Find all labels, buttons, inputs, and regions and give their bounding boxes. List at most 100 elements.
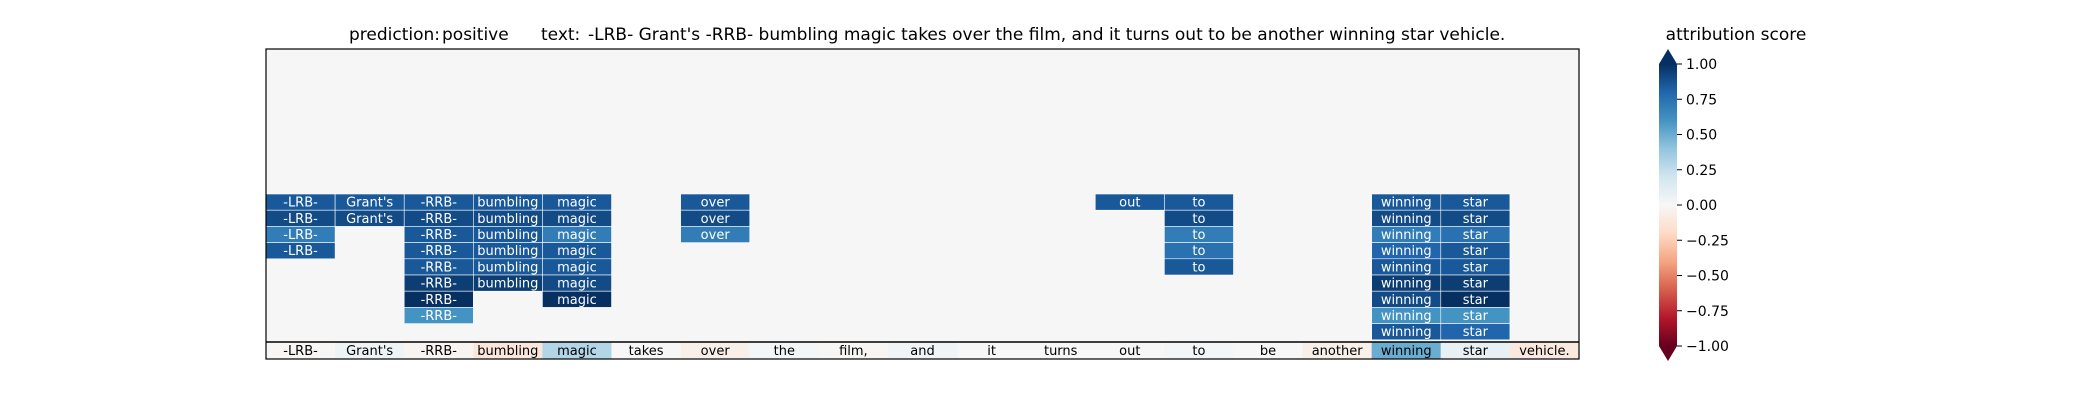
token-label: be [1260, 344, 1276, 359]
heatmap-cell-label: winning [1381, 293, 1432, 308]
heatmap-cell-label: Grant's [346, 196, 393, 211]
colorbar: attribution score 1.00 0.75 0.50 0.25 0.00 −0… [1659, 25, 1806, 361]
heatmap-cell-label: magic [557, 277, 597, 292]
heatmap-cell-label: winning [1381, 309, 1432, 324]
heatmap-cell-label: winning [1381, 212, 1432, 227]
heatmap-cell-label: magic [557, 196, 597, 211]
token-score-cell [680, 342, 750, 359]
heatmap-cell-label: bumbling [477, 212, 538, 227]
token-label: vehicle. [1519, 344, 1569, 359]
heatmap-frame [265, 48, 1580, 360]
heatmap-cell-label: -LRB- [283, 196, 318, 211]
heatmap-cell-label: -LRB- [283, 244, 318, 259]
heatmap-cell-label: -RRB- [421, 260, 458, 275]
heatmap-cell-label: star [1463, 260, 1489, 275]
token-label: and [910, 344, 934, 359]
heatmap-cell-label: bumbling [477, 228, 538, 243]
token-score-cell [1371, 342, 1441, 359]
heatmap-cell-label: -RRB- [421, 277, 458, 292]
colorbar-tick-label: −0.25 [1686, 233, 1729, 249]
colorbar-tick-label: 1.00 [1686, 57, 1717, 73]
token-score-cell [1164, 342, 1234, 359]
heatmap-cell-label: bumbling [477, 260, 538, 275]
heatmap-cell-label: Grant's [346, 212, 393, 227]
heatmap-cell-label: winning [1381, 325, 1432, 340]
heatmap-cell-label: to [1192, 196, 1205, 211]
heatmap-cell-label: winning [1381, 244, 1432, 259]
heatmap-cell-label: star [1463, 309, 1489, 324]
token-score-cell [1302, 342, 1372, 359]
colorbar-top-arrow [1659, 49, 1677, 64]
colorbar-tick-label: −0.75 [1686, 304, 1729, 320]
colorbar-tick-label: 0.50 [1686, 128, 1717, 144]
heatmap-cell-label: star [1463, 244, 1489, 259]
token-score-cell [1509, 342, 1579, 359]
token-label: Grant's [346, 344, 393, 359]
heatmap-cell-label: winning [1381, 277, 1432, 292]
token-label: magic [557, 344, 597, 359]
heatmap-cell-label: over [701, 228, 731, 243]
colorbar-tick-label: 0.25 [1686, 163, 1717, 179]
colorbar-bottom-arrow [1659, 346, 1677, 361]
token-score-cell [1095, 342, 1165, 359]
heatmap-panel: -LRB--LRB--LRB--LRB-Grant'sGrant's-RRB--… [265, 48, 1580, 360]
token-label: to [1192, 344, 1205, 359]
token-score-cell [611, 342, 681, 359]
token-label: star [1463, 344, 1489, 359]
heatmap-cell-label: over [701, 196, 731, 211]
heatmap-cell-label: star [1463, 325, 1489, 340]
title-prediction-label: prediction: [349, 25, 440, 45]
colorbar-tick-label: −1.00 [1686, 339, 1729, 355]
token-score-row: -LRB- Grant's -RRB-bumbling magic takes over t… [266, 342, 1579, 359]
token-score-cell [887, 342, 958, 359]
heatmap-cell-label: star [1463, 277, 1489, 292]
chart-title: prediction: positive text: -LRB- Grant's… [349, 25, 1505, 45]
token-score-cell [818, 342, 888, 359]
heatmap-cell-label: magic [557, 212, 597, 227]
heatmap-cell-label: -RRB- [421, 309, 458, 324]
token-label: bumbling [477, 344, 538, 359]
colorbar-ticks: 1.00 0.75 0.50 0.25 0.00 −0.25 −0.50 −0.75 −1.00 [1677, 57, 1729, 355]
token-label: -LRB- [283, 344, 318, 359]
token-label: it [987, 344, 996, 359]
heatmap-cell-label: magic [557, 260, 597, 275]
heatmap-cell-label: bumbling [477, 277, 538, 292]
colorbar-tick-label: −0.50 [1686, 269, 1729, 285]
token-label: another [1312, 344, 1363, 359]
colorbar-gradient [1659, 64, 1677, 346]
token-score-cell [335, 342, 405, 359]
token-score-cell [1026, 342, 1096, 359]
heatmap-cell-label: bumbling [477, 244, 538, 259]
token-label: winning [1381, 344, 1432, 359]
heatmap-cell-label: to [1192, 244, 1205, 259]
colorbar-tick-label: 0.00 [1686, 198, 1717, 214]
heatmap-cell-label: -LRB- [283, 228, 318, 243]
heatmap-cell-label: out [1119, 196, 1140, 211]
heatmap-cell-label: star [1463, 228, 1489, 243]
heatmap-cell-label: winning [1381, 228, 1432, 243]
title-text-label: text: [541, 25, 580, 45]
heatmap-cell-label: -RRB- [421, 212, 458, 227]
token-label: out [1119, 344, 1140, 359]
colorbar-tick-label: 0.75 [1686, 92, 1717, 108]
heatmap-cells: -LRB--LRB--LRB--LRB-Grant'sGrant's-RRB--… [265, 193, 1511, 340]
heatmap-cell-label: -RRB- [421, 228, 458, 243]
token-score-cell [473, 342, 543, 359]
heatmap-cell-label: bumbling [477, 196, 538, 211]
title-prediction-value: positive [442, 25, 509, 45]
heatmap-cell-label: winning [1381, 196, 1432, 211]
token-score-cell [749, 342, 819, 359]
heatmap-cell-label: star [1463, 196, 1489, 211]
heatmap-cell-label: magic [557, 293, 597, 308]
heatmap-cell [403, 307, 474, 324]
title-text-value: -LRB- Grant's -RRB- bumbling magic takes… [588, 25, 1505, 45]
heatmap-cell-label: -RRB- [421, 293, 458, 308]
heatmap-cell-label: to [1192, 212, 1205, 227]
token-label: over [701, 344, 731, 359]
token-score-cell [957, 342, 1027, 359]
token-score-cell [542, 342, 612, 359]
heatmap-cell-label: winning [1381, 260, 1432, 275]
heatmap-cell-label: -RRB- [421, 244, 458, 259]
